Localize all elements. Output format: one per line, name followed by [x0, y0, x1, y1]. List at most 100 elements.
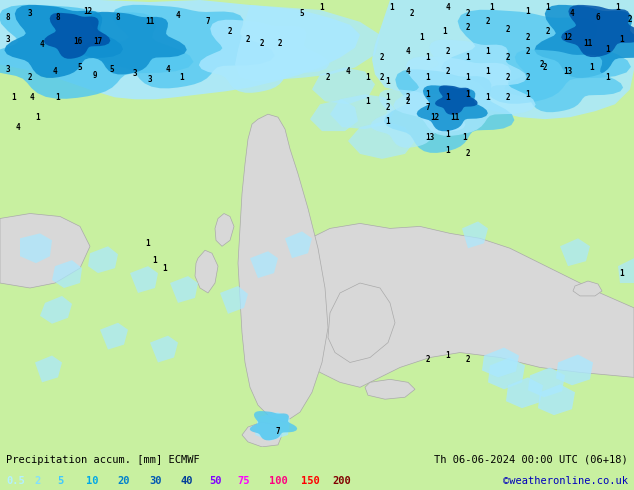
Text: 16: 16 — [74, 37, 82, 46]
Polygon shape — [52, 260, 82, 288]
Polygon shape — [4, 5, 123, 78]
Text: 2: 2 — [380, 73, 384, 82]
Text: 1: 1 — [443, 27, 448, 36]
Text: 7: 7 — [205, 17, 210, 26]
Text: 1: 1 — [425, 73, 430, 82]
Polygon shape — [561, 5, 634, 57]
Text: 150: 150 — [301, 476, 320, 486]
Polygon shape — [348, 121, 415, 159]
Text: 2: 2 — [466, 24, 470, 32]
Text: 2: 2 — [260, 39, 264, 48]
Text: 1: 1 — [385, 117, 391, 125]
Text: 2: 2 — [466, 149, 470, 158]
Text: 1: 1 — [11, 93, 16, 102]
Polygon shape — [285, 231, 312, 258]
Text: 1: 1 — [619, 269, 624, 278]
Polygon shape — [44, 13, 110, 59]
Text: 1: 1 — [526, 7, 530, 17]
Text: 2: 2 — [406, 97, 410, 106]
Text: 17: 17 — [93, 37, 103, 46]
Text: 2: 2 — [506, 93, 510, 102]
Text: 1: 1 — [466, 53, 470, 62]
Polygon shape — [96, 5, 275, 88]
Text: 4: 4 — [346, 67, 351, 76]
Text: 1: 1 — [605, 73, 611, 82]
Text: 1: 1 — [36, 113, 41, 122]
Text: 1: 1 — [385, 77, 391, 86]
Text: 3: 3 — [133, 69, 138, 78]
Text: 1: 1 — [179, 73, 184, 82]
Polygon shape — [435, 85, 477, 115]
Text: 11: 11 — [583, 39, 593, 48]
Text: 2: 2 — [326, 73, 330, 82]
Text: 1: 1 — [486, 47, 490, 56]
Text: 40: 40 — [181, 476, 193, 486]
Text: ©weatheronline.co.uk: ©weatheronline.co.uk — [503, 476, 628, 486]
Text: 1: 1 — [153, 256, 157, 265]
Polygon shape — [534, 5, 634, 78]
Text: 4: 4 — [406, 47, 410, 56]
Text: 1: 1 — [619, 35, 624, 44]
Polygon shape — [130, 266, 158, 293]
Text: 3: 3 — [148, 75, 152, 84]
Polygon shape — [506, 377, 543, 408]
Text: 1: 1 — [366, 97, 370, 106]
Polygon shape — [35, 356, 62, 382]
Polygon shape — [40, 296, 72, 324]
Text: 3: 3 — [28, 9, 32, 19]
Text: 1: 1 — [446, 129, 450, 139]
Text: 1: 1 — [425, 53, 430, 62]
Text: 50: 50 — [209, 476, 222, 486]
Polygon shape — [310, 99, 358, 131]
Polygon shape — [370, 89, 465, 148]
Text: 2: 2 — [486, 17, 490, 26]
Text: 2: 2 — [406, 93, 410, 102]
Polygon shape — [199, 20, 330, 93]
Text: 2: 2 — [28, 73, 32, 82]
Text: 1: 1 — [420, 33, 424, 42]
Text: 1: 1 — [486, 67, 490, 76]
Polygon shape — [100, 323, 128, 349]
Text: 2: 2 — [466, 9, 470, 19]
Polygon shape — [393, 56, 536, 136]
Text: 2: 2 — [278, 39, 282, 48]
Polygon shape — [384, 70, 514, 153]
Text: 2: 2 — [385, 103, 391, 112]
Text: 2: 2 — [540, 60, 545, 69]
Text: 5: 5 — [300, 9, 304, 19]
Text: 9: 9 — [93, 71, 97, 80]
Text: 8: 8 — [56, 13, 60, 23]
Polygon shape — [215, 214, 234, 246]
Text: 2: 2 — [526, 47, 530, 56]
Text: 2: 2 — [246, 35, 250, 44]
Polygon shape — [488, 358, 525, 389]
Text: 30: 30 — [149, 476, 162, 486]
Text: 4: 4 — [53, 67, 57, 76]
Polygon shape — [312, 68, 375, 104]
Text: 1: 1 — [425, 90, 430, 99]
Text: 1: 1 — [590, 63, 594, 72]
Polygon shape — [420, 40, 527, 102]
Text: 2: 2 — [466, 355, 470, 364]
Polygon shape — [255, 412, 290, 441]
Text: 2: 2 — [546, 27, 550, 36]
Text: 20: 20 — [117, 476, 130, 486]
Text: 2: 2 — [506, 73, 510, 82]
Polygon shape — [88, 246, 118, 273]
Text: 1: 1 — [466, 90, 470, 99]
Text: 1: 1 — [320, 3, 325, 12]
Text: 2: 2 — [446, 47, 450, 56]
Polygon shape — [238, 114, 328, 422]
Text: 200: 200 — [333, 476, 352, 486]
Text: 1: 1 — [466, 73, 470, 82]
Polygon shape — [220, 286, 248, 314]
Text: 12: 12 — [430, 113, 439, 122]
Text: 2: 2 — [410, 9, 414, 19]
Polygon shape — [462, 221, 488, 248]
Polygon shape — [538, 384, 575, 415]
Text: 2: 2 — [228, 27, 232, 36]
Text: 3: 3 — [6, 65, 10, 74]
Text: 2: 2 — [543, 63, 547, 72]
Polygon shape — [235, 5, 380, 81]
Text: 0.5: 0.5 — [6, 476, 25, 486]
